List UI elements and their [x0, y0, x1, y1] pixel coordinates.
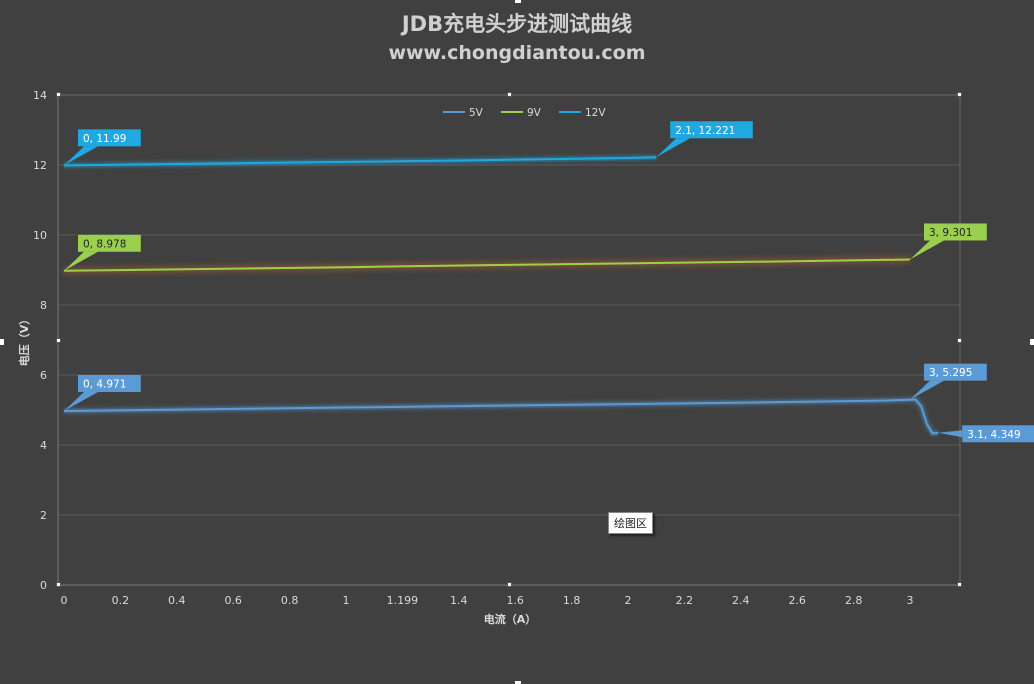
- data-label-9v-3: 3, 9.301: [910, 223, 987, 260]
- series-glow-5v: [63, 396, 939, 437]
- x-axis-title: 电流（A）: [484, 612, 537, 626]
- legend-label-5v: 5V: [469, 107, 484, 119]
- data-label-12v-1: 2.1, 12.221: [656, 121, 753, 158]
- x-tick-label: 2.2: [676, 594, 694, 607]
- y-axis-title: 电压（V）: [17, 314, 31, 367]
- data-label-text: 3.1, 4.349: [967, 429, 1020, 441]
- plot-handle-bl[interactable]: [56, 582, 61, 587]
- chart-edge-mark-bottom[interactable]: [515, 681, 521, 684]
- x-tick-label: 1.4: [450, 594, 468, 607]
- data-label-box: [78, 129, 141, 147]
- chart-subtitle: www.chongdiantou.com: [388, 42, 646, 64]
- y-tick-label: 10: [33, 229, 47, 242]
- plot-area-tooltip: 绘图区: [608, 512, 653, 534]
- axis-layer: 0 2 4 6 8 10 12 14 0 0.2 0.4 0.6 0.8 1 1.199 1.4 1.6 1.8 2…: [17, 89, 914, 626]
- y-tick-label: 0: [40, 579, 47, 592]
- legend-label-12v: 12V: [585, 107, 606, 119]
- label-layer: 0, 11.99 2.1, 12.221 0, 8.978 3, 9.301 0, 4.…: [64, 121, 1034, 443]
- data-label-leader: [64, 392, 98, 412]
- data-label-9v-2: 0, 8.978: [64, 234, 141, 271]
- series-layer: [63, 154, 939, 437]
- x-tick-label: 0.2: [112, 594, 130, 607]
- y-tick-label: 6: [40, 369, 47, 382]
- data-label-box: [78, 375, 141, 393]
- y-tick-label: 8: [40, 299, 47, 312]
- data-label-leader: [938, 430, 963, 438]
- plot-handle-mr[interactable]: [957, 338, 962, 343]
- data-label-box: [78, 234, 141, 252]
- x-tick-label: 1: [343, 594, 350, 607]
- x-tick-label: 0.4: [168, 594, 186, 607]
- plot-handle-ml[interactable]: [56, 338, 61, 343]
- chart-edge-mark-left[interactable]: [0, 339, 4, 345]
- data-label-leader: [910, 380, 944, 400]
- data-label-text: 3, 9.301: [929, 227, 972, 239]
- data-label-text: 3, 5.295: [929, 367, 972, 379]
- x-tick-label: 2.4: [732, 594, 750, 607]
- y-tick-label: 2: [40, 509, 47, 522]
- series-line-5v: [63, 398, 939, 435]
- data-label-box: [924, 363, 987, 381]
- x-tick-label: 0: [61, 594, 68, 607]
- grid-layer: [57, 94, 961, 586]
- data-label-leader: [64, 146, 98, 166]
- x-tick-label: 1.6: [506, 594, 524, 607]
- data-label-text: 0, 8.978: [83, 238, 126, 250]
- x-tick-label: 2.6: [788, 594, 806, 607]
- data-label-5v-4: 0, 4.971: [64, 375, 141, 412]
- plot-handle-tm[interactable]: [507, 92, 512, 97]
- series-line-12v: [63, 156, 657, 167]
- x-tick-label: 3: [907, 594, 914, 607]
- legend-label-9v: 9V: [527, 107, 542, 119]
- data-label-leader: [910, 240, 944, 260]
- plot-handle-tl[interactable]: [56, 92, 61, 97]
- data-label-box: [924, 223, 987, 241]
- data-label-12v-0: 0, 11.99: [64, 129, 141, 166]
- y-tick-label: 12: [33, 159, 47, 172]
- x-tick-label: 1.8: [563, 594, 581, 607]
- x-tick-label: 1.199: [387, 594, 419, 607]
- data-label-box: [962, 425, 1034, 443]
- data-label-box: [670, 121, 753, 139]
- data-label-5v-6: 3.1, 4.349: [938, 425, 1034, 443]
- plot-handle-br[interactable]: [957, 582, 962, 587]
- series-line-9v: [63, 258, 911, 272]
- chart-edge-mark-right[interactable]: [1030, 339, 1034, 345]
- y-tick-label: 14: [33, 89, 47, 102]
- x-tick-label: 2.8: [845, 594, 863, 607]
- x-tick-label: 2: [625, 594, 632, 607]
- data-label-leader: [656, 138, 691, 158]
- plot-handle-bm[interactable]: [507, 582, 512, 587]
- data-label-5v-5: 3, 5.295: [910, 363, 987, 400]
- y-tick-label: 4: [40, 439, 47, 452]
- data-label-text: 2.1, 12.221: [675, 125, 735, 137]
- data-label-text: 0, 4.971: [83, 379, 126, 391]
- legend-layer: 5V 9V 12V: [443, 107, 606, 119]
- x-tick-label: 0.6: [224, 594, 242, 607]
- plot-handle-tr[interactable]: [957, 92, 962, 97]
- chart-title: JDB充电头步进测试曲线: [401, 12, 633, 36]
- x-tick-label: 0.8: [281, 594, 299, 607]
- chart-edge-mark-top[interactable]: [515, 0, 521, 3]
- data-label-text: 0, 11.99: [83, 133, 126, 145]
- data-label-leader: [64, 251, 98, 271]
